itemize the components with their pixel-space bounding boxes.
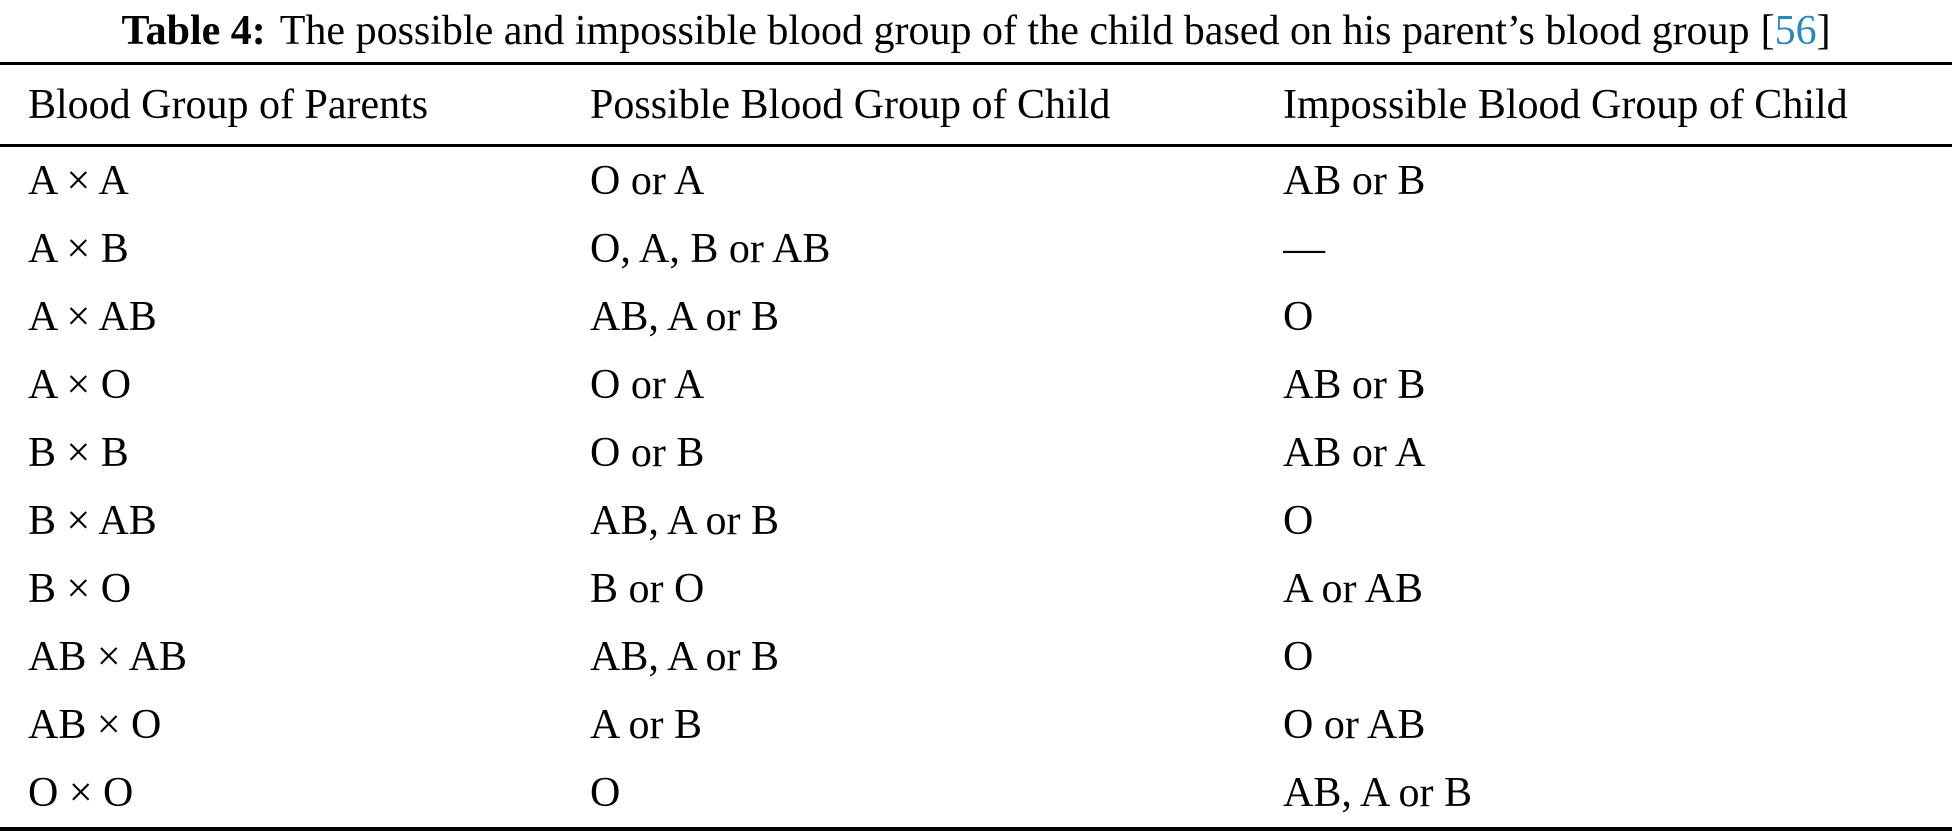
table-cell: A × AB (28, 294, 157, 340)
table-cell: AB, A or B (590, 634, 780, 680)
table-cell: AB, A or B (1283, 770, 1473, 816)
table-cell: — (1283, 226, 1325, 272)
table-cell: AB × O (28, 702, 162, 748)
table-cell: O or A (590, 158, 705, 204)
table-row: B × AB AB, A or B O (0, 487, 1952, 555)
table-caption: Table 4: The possible and impossible blo… (0, 0, 1952, 62)
table-row: A × A O or A AB or B (0, 146, 1952, 216)
table-cell: O (590, 770, 621, 816)
table-cell: O, A, B or AB (590, 226, 831, 272)
table-row: A × O O or A AB or B (0, 351, 1952, 419)
table-cell: O (1283, 294, 1314, 340)
table-row: A × B O, A, B or AB — (0, 215, 1952, 283)
table-caption-label: Table 4: (121, 8, 266, 54)
table-cell: O or A (590, 362, 705, 408)
citation-bracket-open: [ (1760, 8, 1775, 54)
citation-bracket-close: ] (1816, 8, 1831, 54)
column-header: Impossible Blood Group of Child (1283, 63, 1952, 147)
table-cell: B × B (28, 430, 129, 476)
table-row: AB × AB AB, A or B O (0, 623, 1952, 691)
table-cell: AB × AB (28, 634, 188, 680)
table-cell: A × O (28, 362, 132, 408)
table-row: O × O O AB, A or B (0, 759, 1952, 829)
blood-group-table: Blood Group of Parents Possible Blood Gro… (0, 62, 1952, 831)
table-cell: AB or B (1283, 158, 1426, 204)
table-cell: B × O (28, 566, 132, 612)
table-cell: AB, A or B (590, 498, 780, 544)
table-header-row: Blood Group of Parents Possible Blood Gro… (0, 63, 1952, 147)
table-cell: A or B (590, 702, 703, 748)
table-cell: A × B (28, 226, 129, 272)
table-caption-text: The possible and impossible blood group … (279, 8, 1750, 54)
table-row: AB × O A or B O or AB (0, 691, 1952, 759)
table-cell: B or O (590, 566, 705, 612)
table-cell: O × O (28, 770, 134, 816)
table-cell: A × A (28, 158, 129, 204)
table-cell: O or AB (1283, 702, 1426, 748)
table-cell: O (1283, 634, 1314, 680)
table-row: A × AB AB, A or B O (0, 283, 1952, 351)
table-row: B × O B or O A or AB (0, 555, 1952, 623)
citation-number[interactable]: 56 (1774, 8, 1817, 54)
table-row: B × B O or B AB or A (0, 419, 1952, 487)
table-cell: AB or A (1283, 430, 1426, 476)
table-cell: AB, A or B (590, 294, 780, 340)
column-header: Blood Group of Parents (0, 63, 590, 147)
table-cell: O or B (590, 430, 705, 476)
table-cell: AB or B (1283, 362, 1426, 408)
column-header: Possible Blood Group of Child (590, 63, 1283, 147)
table-cell: B × AB (28, 498, 157, 544)
citation-ref: [56] (1761, 7, 1831, 55)
table-cell: O (1283, 498, 1314, 544)
table-cell: A or AB (1283, 566, 1424, 612)
